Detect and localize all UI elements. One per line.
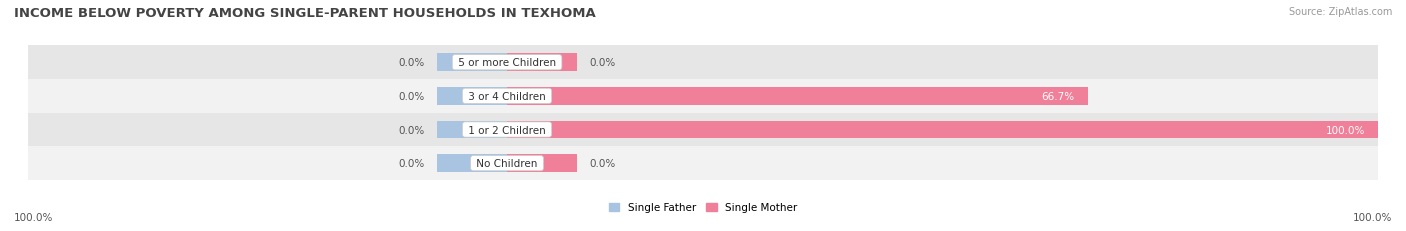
Text: 0.0%: 0.0%: [589, 158, 616, 168]
Bar: [437, 121, 508, 139]
Legend: Single Father, Single Mother: Single Father, Single Mother: [609, 203, 797, 213]
Text: 0.0%: 0.0%: [398, 91, 425, 101]
Text: 0.0%: 0.0%: [398, 158, 425, 168]
Bar: [508, 54, 576, 72]
Text: Source: ZipAtlas.com: Source: ZipAtlas.com: [1288, 7, 1392, 17]
Text: 0.0%: 0.0%: [589, 58, 616, 68]
Text: INCOME BELOW POVERTY AMONG SINGLE-PARENT HOUSEHOLDS IN TEXHOMA: INCOME BELOW POVERTY AMONG SINGLE-PARENT…: [14, 7, 596, 20]
Text: 66.7%: 66.7%: [1042, 91, 1074, 101]
Bar: [437, 54, 508, 72]
Bar: [437, 88, 508, 105]
Text: 100.0%: 100.0%: [14, 212, 53, 222]
Bar: [508, 121, 1378, 139]
Bar: [437, 155, 508, 172]
Text: 3 or 4 Children: 3 or 4 Children: [465, 91, 550, 101]
Bar: [28, 147, 1378, 180]
Text: 100.0%: 100.0%: [1353, 212, 1392, 222]
Bar: [508, 88, 1088, 105]
Text: 1 or 2 Children: 1 or 2 Children: [465, 125, 550, 135]
Text: 100.0%: 100.0%: [1326, 125, 1365, 135]
Text: 0.0%: 0.0%: [398, 125, 425, 135]
Text: No Children: No Children: [474, 158, 541, 168]
Text: 5 or more Children: 5 or more Children: [456, 58, 560, 68]
Bar: [508, 155, 576, 172]
Bar: [28, 80, 1378, 113]
Text: 0.0%: 0.0%: [398, 58, 425, 68]
Bar: [28, 113, 1378, 147]
Bar: [28, 46, 1378, 80]
